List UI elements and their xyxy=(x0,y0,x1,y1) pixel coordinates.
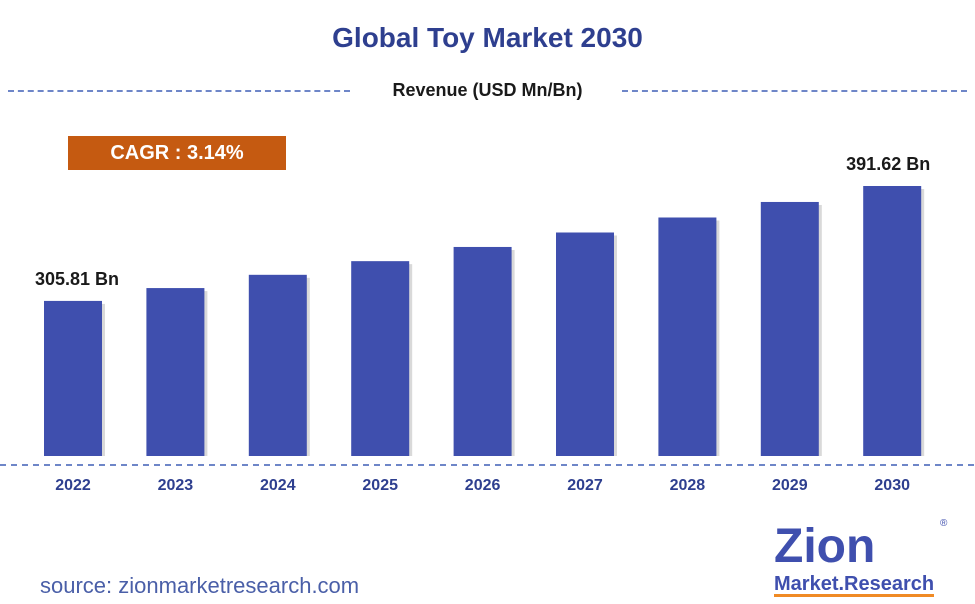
x-tick-label: 2029 xyxy=(772,477,808,494)
bar xyxy=(760,201,819,456)
subtitle-dash-right xyxy=(622,90,967,92)
x-tick-label: 2027 xyxy=(567,477,603,494)
chart-subtitle: Revenue (USD Mn/Bn) xyxy=(392,80,583,100)
subtitle-dash-left xyxy=(8,90,350,92)
x-tick-label: 2024 xyxy=(260,477,296,494)
bar xyxy=(44,300,102,456)
bar xyxy=(556,232,614,456)
x-tick-label: 2028 xyxy=(670,477,706,494)
logo-text-bottom: Market.Research xyxy=(774,573,934,595)
x-tick-label: 2025 xyxy=(362,477,398,494)
data-label: 305.81 Bn xyxy=(35,269,119,289)
logo-registered: ® xyxy=(940,518,948,529)
logo-underline xyxy=(774,594,934,597)
zion-logo: Zion ® Market.Research xyxy=(774,518,948,597)
x-tick-label: 2026 xyxy=(465,477,501,494)
bar xyxy=(863,186,922,456)
bar xyxy=(248,274,307,456)
data-label: 391.62 Bn xyxy=(846,154,930,174)
x-tick-label: 2030 xyxy=(874,477,910,494)
subtitle-row: Revenue (USD Mn/Bn) xyxy=(0,78,975,104)
x-tick-label: 2023 xyxy=(158,477,194,494)
chart-title: Global Toy Market 2030 xyxy=(332,22,643,53)
bar xyxy=(351,261,410,456)
bar xyxy=(146,288,205,456)
x-tick-label: 2022 xyxy=(55,477,91,494)
source-text: source: zionmarketresearch.com xyxy=(40,573,360,598)
bar xyxy=(658,217,717,456)
logo-text-top: Zion xyxy=(774,520,875,573)
bar xyxy=(453,246,512,456)
cagr-badge: CAGR : 3.14% xyxy=(68,136,286,170)
